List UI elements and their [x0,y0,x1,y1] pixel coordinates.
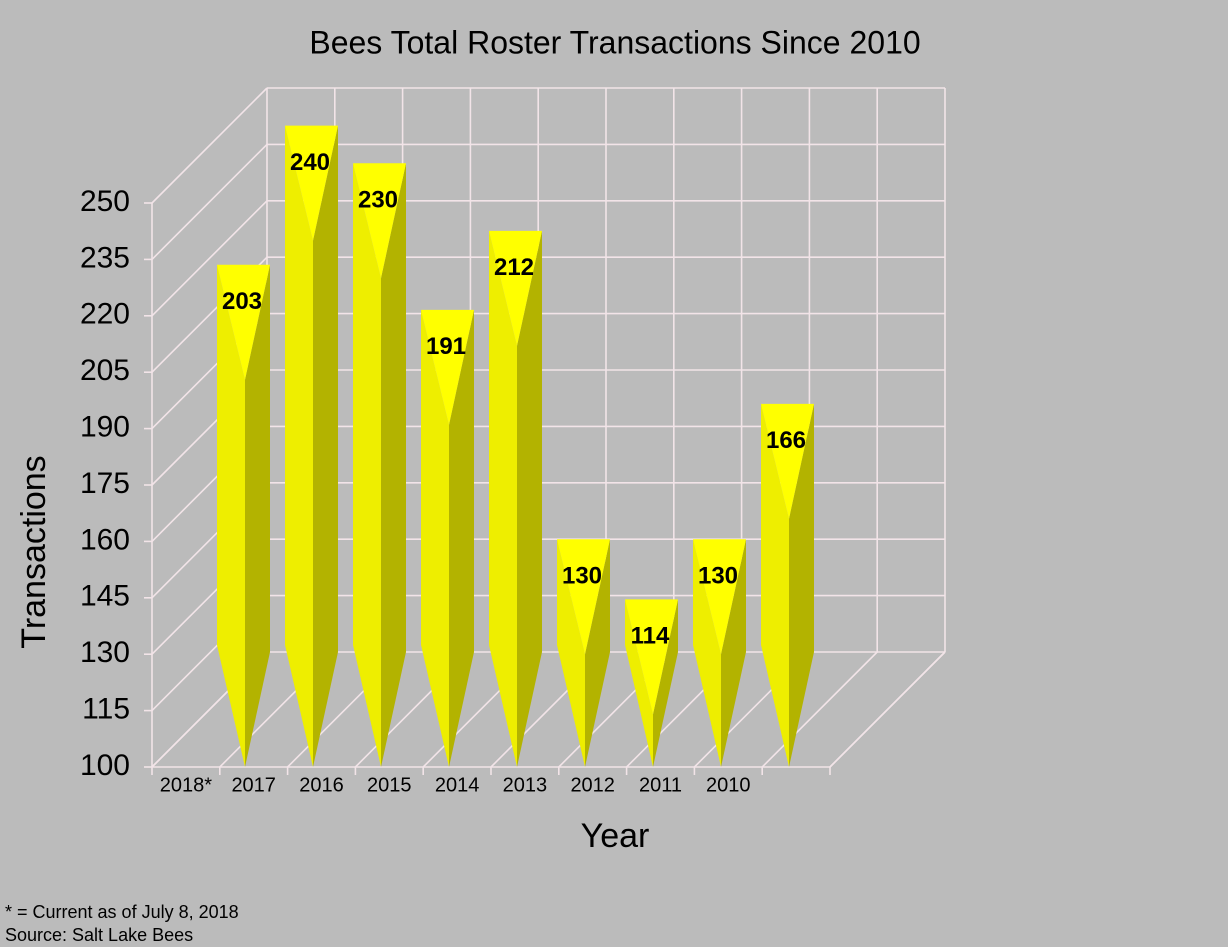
bar-top [489,230,542,346]
bar-left-face [421,309,449,767]
bar-right-face [585,539,610,767]
bar-right-face [653,599,678,767]
bar-right-face [721,539,746,767]
x-tick-label: 2014 [435,774,480,796]
bar-right-face [245,264,270,767]
source-note: Source: Salt Lake Bees [5,925,193,945]
bar-top [285,125,338,241]
y-tick-label: 115 [82,693,130,726]
bar-left-face [489,230,517,767]
chart-title: Bees Total Roster Transactions Since 201… [309,24,920,60]
data-label: 166 [766,427,806,454]
bar-top [217,264,270,380]
floor-line [761,651,878,768]
y-tick-label: 100 [80,749,130,782]
bar-top [557,539,610,655]
right-floor-edge [829,651,946,768]
x-tick-label: 2011 [639,774,682,796]
x-tick-label: 2017 [231,774,276,796]
y-tick-label: 145 [80,580,130,613]
y-tick-label: 190 [80,411,130,444]
data-label: 230 [358,187,398,214]
bar-left-face [625,599,653,767]
y-tick-label: 130 [80,636,130,669]
x-tick-label: 2018* [160,774,212,796]
x-tick-label: 2010 [706,774,751,796]
bar-left-face [353,163,381,767]
bar-top [761,403,814,519]
x-tick-label: 2013 [503,774,548,796]
bar-top [693,539,746,655]
x-tick-label: 2012 [570,774,615,796]
y-tick-label: 175 [80,467,130,500]
y-tick-label: 205 [80,354,130,387]
grid-line [151,143,268,260]
bar-left-face [557,539,585,767]
data-label: 130 [562,563,602,590]
bar-right-face [313,125,338,768]
data-label: 203 [222,288,262,315]
x-tick-label: 2015 [367,774,412,796]
y-tick-label: 250 [80,185,130,218]
x-axis-label: Year [581,817,650,855]
bar-left-face [693,539,721,767]
data-label: 240 [290,149,330,176]
bar-right-face [789,403,814,767]
bar-right-face [449,309,474,767]
bar-top [421,309,474,425]
footnote: * = Current as of July 8, 2018 [5,902,239,922]
y-tick-label: 160 [80,523,130,556]
bar-left-face [217,264,245,767]
data-label: 114 [631,623,670,650]
bar-right-face [517,230,542,767]
data-label: 191 [426,333,466,360]
bar-right-face [381,163,406,767]
y-tick-label: 220 [80,298,130,331]
bar-top [353,163,406,279]
grid-line [151,87,268,204]
data-label: 212 [494,254,534,281]
bar-left-face [285,125,313,768]
x-tick-label: 2016 [299,774,344,796]
y-tick-label: 235 [80,241,130,274]
y-axis-label: Transactions [15,455,53,648]
data-label: 130 [698,563,738,590]
grid-line [151,200,268,317]
bar-top [625,599,678,715]
bar-left-face [761,403,789,767]
